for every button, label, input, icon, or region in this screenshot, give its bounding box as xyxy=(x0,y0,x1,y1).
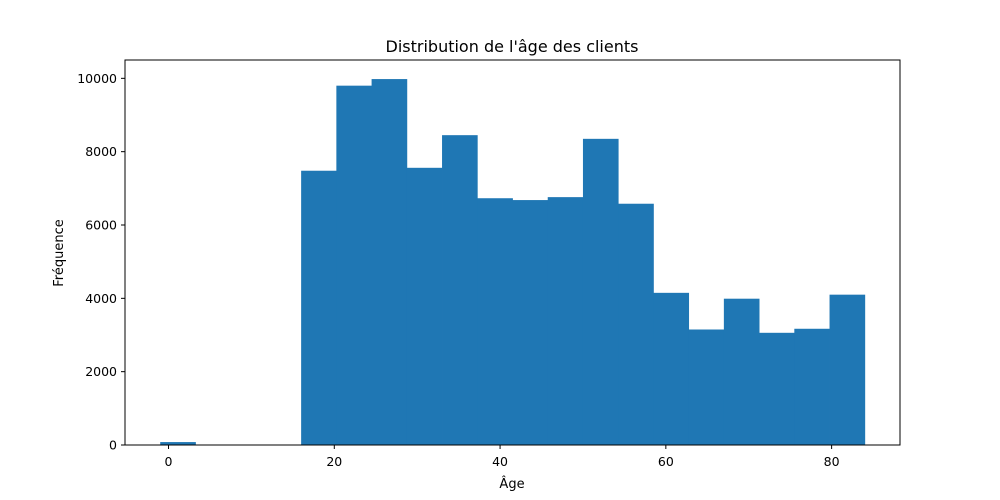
x-axis: 0 20 40 60 80 xyxy=(165,445,840,469)
chart-title: Distribution de l'âge des clients xyxy=(386,37,639,56)
histogram-bar xyxy=(618,203,654,445)
y-tick-label: 6000 xyxy=(85,218,117,233)
histogram-bar xyxy=(547,197,584,445)
histogram-bar xyxy=(336,85,372,446)
histogram-bar xyxy=(301,170,337,445)
x-tick-label: 20 xyxy=(326,454,342,469)
bars-group xyxy=(160,79,866,446)
histogram-bar xyxy=(512,200,549,445)
x-tick-label: 0 xyxy=(165,454,173,469)
histogram-bar xyxy=(406,167,443,446)
y-tick-label: 2000 xyxy=(85,364,117,379)
x-axis-title: Âge xyxy=(499,476,524,492)
y-tick-label: 0 xyxy=(109,438,117,453)
histogram-bar xyxy=(371,79,408,446)
histogram-bar xyxy=(442,135,478,445)
x-tick-label: 40 xyxy=(492,454,508,469)
histogram-bar xyxy=(477,198,513,445)
histogram-bar xyxy=(759,332,795,445)
x-tick-label: 60 xyxy=(658,454,674,469)
y-axis-title: Fréquence xyxy=(52,219,67,286)
plot-area-frame xyxy=(124,59,901,446)
y-tick-label: 10000 xyxy=(77,71,117,86)
histogram-bar xyxy=(688,329,725,445)
y-axis: 0 2000 4000 6000 8000 10000 xyxy=(77,71,125,453)
x-tick-label: 80 xyxy=(824,454,840,469)
histogram-bar xyxy=(829,294,866,445)
histogram-bar xyxy=(160,442,196,445)
y-tick-label: 8000 xyxy=(85,144,117,159)
histogram-bar xyxy=(723,298,760,445)
histogram-bar xyxy=(794,328,830,445)
histogram-bar xyxy=(653,292,690,445)
y-tick-label: 4000 xyxy=(85,291,117,306)
histogram-bar xyxy=(582,138,619,446)
